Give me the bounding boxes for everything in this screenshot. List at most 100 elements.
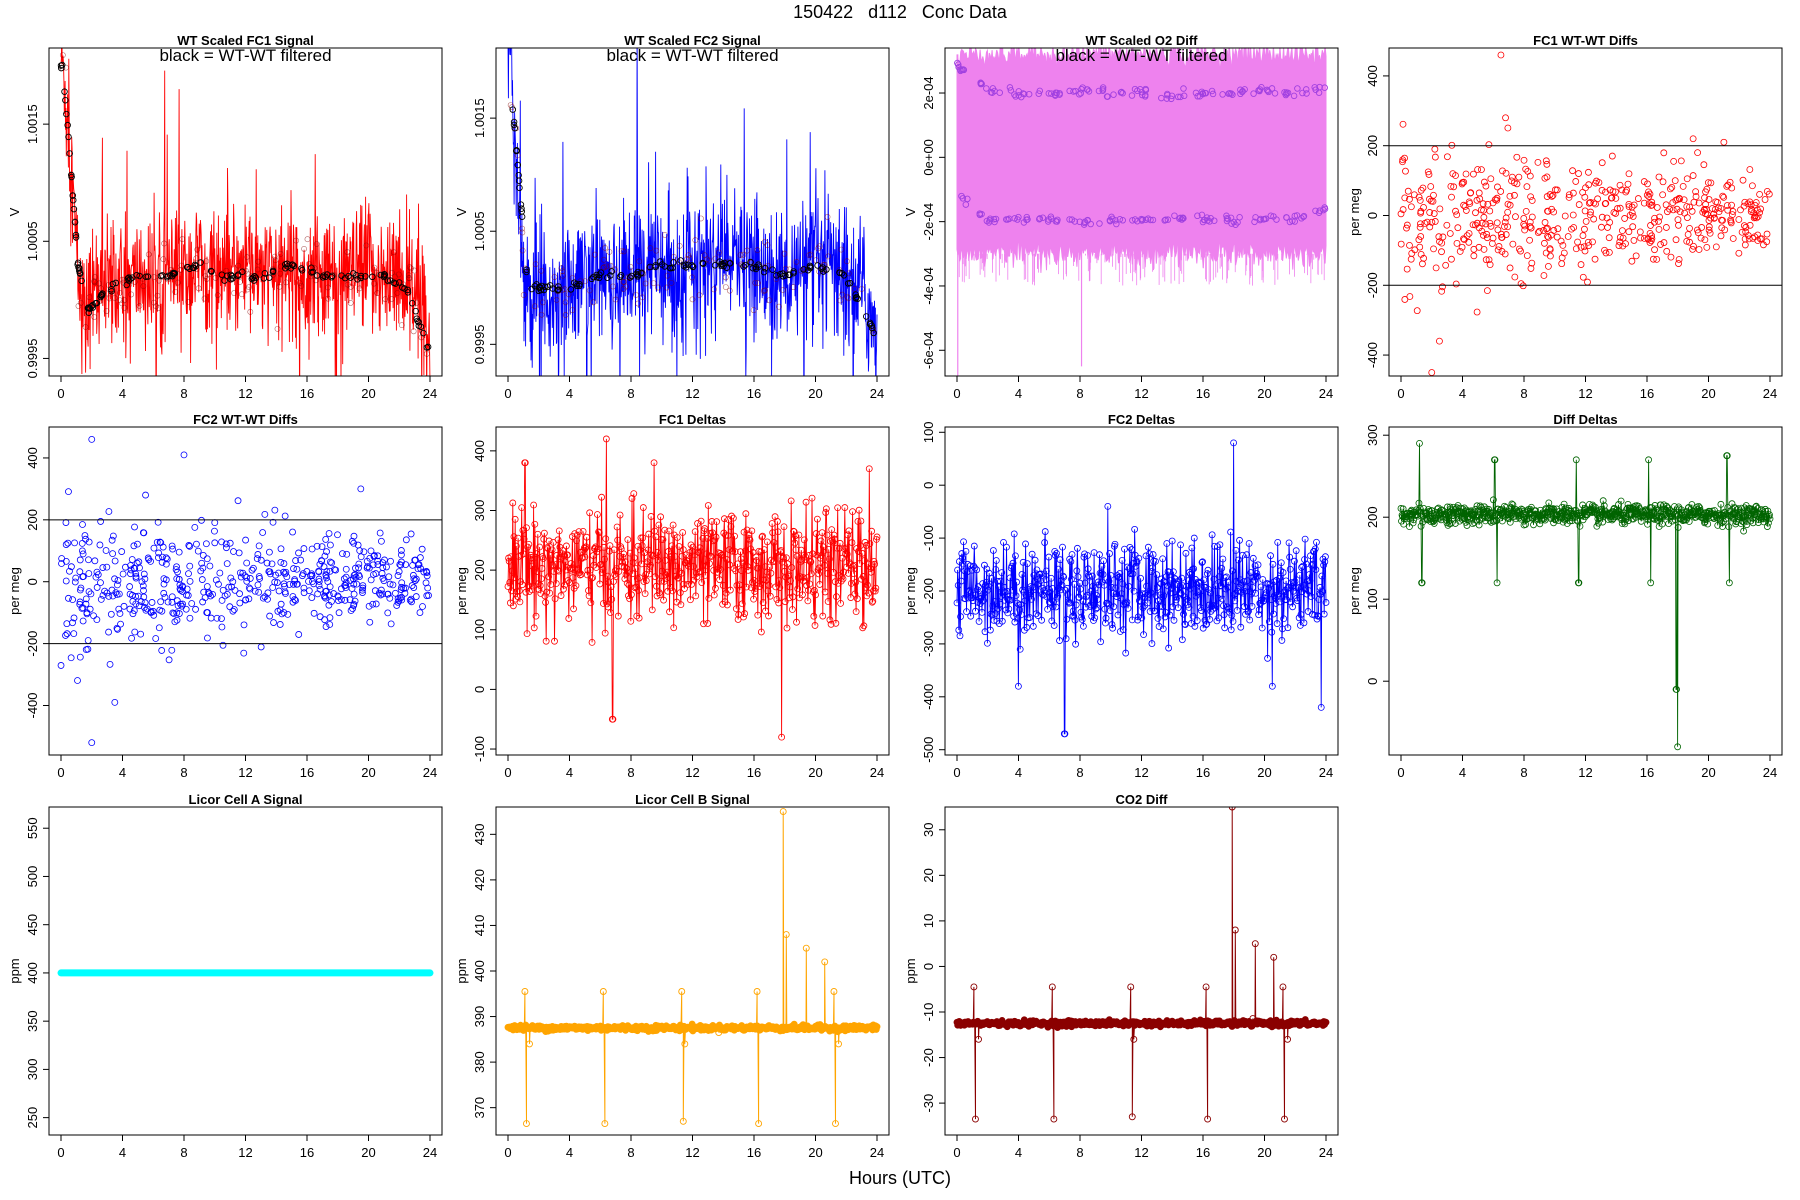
data-point	[207, 614, 215, 622]
data-point	[142, 491, 149, 499]
data-point	[1565, 191, 1573, 199]
data-point	[1243, 577, 1251, 585]
data-point	[198, 576, 206, 583]
data-point	[1268, 628, 1276, 636]
data-point	[573, 531, 581, 539]
data-point	[1703, 243, 1711, 251]
data-point	[647, 513, 655, 520]
data-point	[1251, 562, 1259, 570]
data-point	[751, 584, 759, 592]
data-point	[1478, 166, 1485, 174]
data-point	[1277, 567, 1285, 574]
data-point	[1254, 572, 1261, 580]
data-point	[62, 519, 70, 526]
data-point	[758, 533, 766, 541]
data-point	[647, 561, 654, 569]
x-tick-label: 24	[423, 1145, 437, 1160]
data-point	[1200, 576, 1208, 584]
data-point	[826, 616, 834, 624]
y-tick-label: 300	[25, 1059, 40, 1081]
data-point	[625, 592, 632, 600]
y-tick-label: -400	[1365, 342, 1380, 368]
data-point	[819, 612, 827, 620]
data-point	[749, 265, 757, 272]
data-point	[642, 577, 650, 585]
data-point	[1506, 518, 1514, 526]
data-point	[229, 275, 236, 282]
x-tick-label: 8	[1520, 765, 1527, 780]
data-point	[423, 592, 431, 600]
data-point	[173, 597, 181, 605]
data-point	[816, 581, 824, 588]
data-point	[1100, 557, 1108, 565]
data-point	[150, 611, 158, 619]
data-point	[130, 607, 138, 615]
data-point	[511, 574, 518, 582]
data-point	[326, 614, 334, 622]
data-point	[1285, 583, 1292, 591]
series-line	[508, 811, 878, 1124]
data-point	[621, 278, 627, 285]
data-point	[115, 605, 123, 613]
data-point	[1199, 218, 1207, 226]
data-point	[1749, 519, 1757, 527]
data-point	[91, 278, 98, 285]
data-point	[848, 539, 856, 546]
data-point	[785, 271, 793, 278]
data-point	[117, 297, 123, 304]
data-point	[762, 287, 769, 294]
data-point	[1273, 620, 1281, 627]
data-point	[1696, 504, 1704, 512]
data-point	[634, 542, 642, 550]
data-point	[1479, 231, 1487, 239]
data-point	[1406, 293, 1414, 300]
chart-title: FC1 Deltas	[659, 412, 726, 427]
data-point	[371, 280, 377, 287]
data-point	[1590, 215, 1598, 223]
data-point	[266, 548, 273, 556]
data-point	[1431, 145, 1439, 153]
data-point	[65, 594, 72, 602]
data-point	[669, 521, 677, 529]
data-point	[129, 274, 136, 281]
data-point	[1435, 233, 1443, 241]
data-point	[1756, 190, 1763, 198]
data-point	[600, 543, 608, 551]
data-point	[596, 580, 604, 588]
data-point	[1128, 92, 1136, 99]
data-point	[519, 225, 526, 232]
chart-title: Diff Deltas	[1553, 412, 1617, 427]
data-point	[1163, 95, 1171, 102]
data-point	[275, 587, 283, 595]
data-point	[129, 610, 137, 618]
data-point	[1294, 85, 1301, 92]
data-point	[342, 573, 350, 581]
data-point	[283, 279, 290, 286]
data-point	[1675, 221, 1682, 229]
data-point	[688, 262, 696, 269]
data-point	[1683, 175, 1691, 183]
data-point	[1473, 308, 1481, 316]
data-point	[810, 612, 818, 620]
data-point	[606, 248, 613, 255]
data-point	[1473, 219, 1481, 227]
data-point	[722, 531, 729, 539]
data-point	[1619, 242, 1627, 250]
data-point	[858, 286, 865, 292]
data-point	[1401, 194, 1409, 202]
x-tick-label: 20	[808, 1145, 822, 1160]
data-point	[366, 554, 374, 562]
data-point	[108, 536, 116, 544]
data-point	[676, 242, 683, 249]
data-point	[746, 536, 754, 544]
data-point	[1662, 201, 1670, 209]
data-point	[1115, 574, 1122, 582]
data-point	[1576, 522, 1584, 530]
data-point	[1149, 564, 1156, 572]
data-point	[91, 557, 99, 565]
data-point	[703, 256, 710, 263]
data-point	[870, 558, 878, 565]
y-tick-label: 0	[921, 482, 936, 489]
data-point	[1212, 602, 1220, 609]
data-point	[735, 581, 743, 589]
